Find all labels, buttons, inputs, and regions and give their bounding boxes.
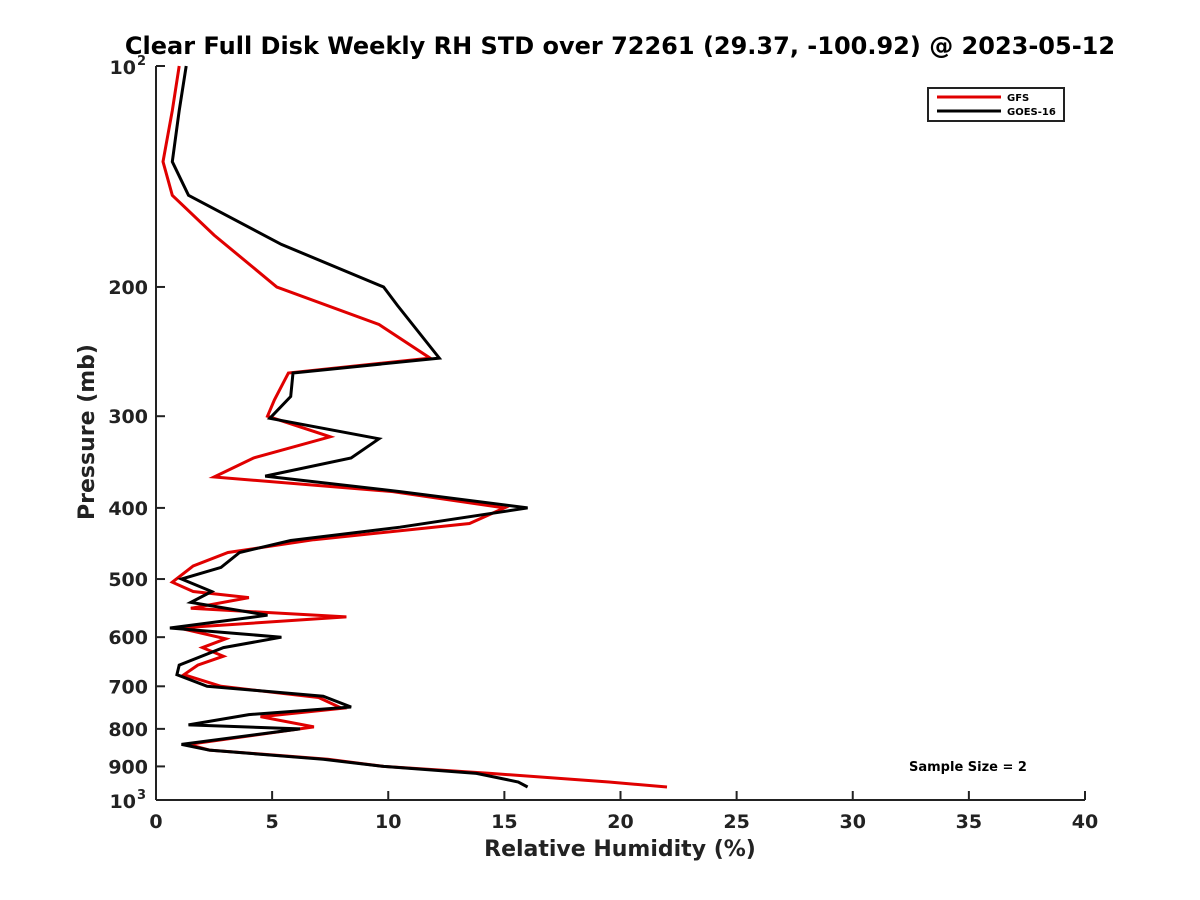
legend-label-goes-16: GOES-16 bbox=[1007, 107, 1056, 118]
chart-title: Clear Full Disk Weekly RH STD over 72261… bbox=[125, 32, 1115, 60]
y-tick-label: 700 bbox=[108, 676, 148, 698]
y-tick-label-top-base: 10 bbox=[110, 57, 136, 79]
y-tick-label-bottom-exponent: 3 bbox=[137, 788, 146, 803]
y-tick-label: 800 bbox=[108, 719, 148, 741]
x-tick-label: 35 bbox=[956, 811, 982, 833]
x-tick-label: 40 bbox=[1072, 811, 1098, 833]
x-tick-label: 25 bbox=[723, 811, 749, 833]
y-tick-label: 300 bbox=[108, 406, 148, 428]
x-tick-label: 15 bbox=[491, 811, 517, 833]
x-tick-label: 20 bbox=[607, 811, 633, 833]
series-line-goes-16 bbox=[169, 65, 529, 789]
y-tick-label: 600 bbox=[108, 627, 148, 649]
x-tick-label: 30 bbox=[840, 811, 866, 833]
plot-area bbox=[161, 65, 668, 789]
x-axis-label: Relative Humidity (%) bbox=[484, 837, 756, 862]
x-tick-label: 10 bbox=[375, 811, 401, 833]
y-tick-label: 900 bbox=[108, 756, 148, 778]
legend-label-gfs: GFS bbox=[1007, 93, 1029, 104]
y-tick-label: 500 bbox=[108, 569, 148, 591]
y-tick-label: 400 bbox=[108, 498, 148, 520]
y-tick-label: 200 bbox=[108, 277, 148, 299]
legend: GFS GOES-16 bbox=[927, 87, 1065, 122]
axes: 0 5 10 15 20 25 30 35 40 200 300 400 500 600 700 800 900… bbox=[108, 54, 1098, 833]
sample-size-annotation: Sample Size = 2 bbox=[909, 760, 1027, 775]
y-tick-label-top-exponent: 2 bbox=[137, 54, 146, 69]
x-tick-label: 5 bbox=[266, 811, 279, 833]
y-tick-label-bottom-base: 10 bbox=[110, 791, 136, 813]
y-tick-label-bottom: 10 3 bbox=[110, 788, 147, 813]
legend-box bbox=[927, 87, 1065, 122]
y-axis-label: Pressure (mb) bbox=[75, 344, 100, 520]
x-tick-label: 0 bbox=[149, 811, 162, 833]
series-line-gfs bbox=[161, 65, 668, 789]
y-tick-label-top: 10 2 bbox=[110, 54, 147, 79]
